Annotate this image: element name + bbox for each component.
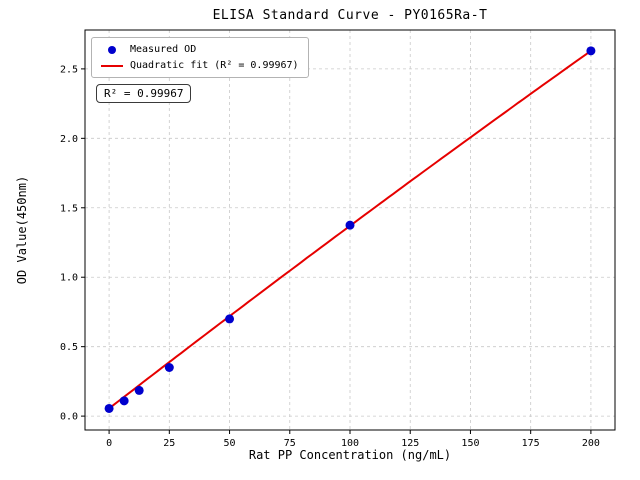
legend-item-measured-od: Measured OD	[101, 44, 299, 55]
x-tick-label: 50	[224, 438, 236, 449]
y-tick-label: 2.5	[60, 64, 78, 75]
x-tick-label: 0	[106, 438, 112, 449]
y-tick-label: 1.5	[60, 203, 78, 214]
x-axis-label: Rat PP Concentration (ng/mL)	[248, 448, 452, 462]
x-tick-label: 175	[522, 438, 540, 449]
legend: Measured OD Quadratic fit (R² = 0.99967)	[91, 37, 309, 78]
data-point	[119, 396, 129, 406]
y-tick-label: 0.0	[60, 412, 78, 423]
scatter-marker-icon	[101, 45, 123, 55]
x-tick-label: 150	[461, 438, 479, 449]
y-axis-label: OD Value(450nm)	[15, 175, 29, 285]
data-point	[225, 314, 235, 324]
r-squared-annotation: R² = 0.99967	[96, 84, 192, 103]
chart-title: ELISA Standard Curve - PY0165Ra-T	[212, 8, 488, 23]
data-point	[586, 46, 596, 56]
data-point	[104, 403, 114, 413]
legend-item-quadratic-fit: Quadratic fit (R² = 0.99967)	[101, 60, 299, 71]
data-point	[134, 385, 144, 395]
x-tick-label: 100	[341, 438, 359, 449]
y-tick-label: 0.5	[60, 342, 78, 353]
y-tick-label: 2.0	[60, 134, 78, 145]
x-tick-label: 75	[284, 438, 296, 449]
y-tick-label: 1.0	[60, 273, 78, 284]
legend-label-quadratic-fit: Quadratic fit (R² = 0.99967)	[130, 60, 299, 71]
data-point	[164, 363, 174, 372]
data-point	[345, 220, 355, 230]
legend-label-measured-od: Measured OD	[130, 44, 197, 55]
x-tick-label: 125	[401, 438, 419, 449]
x-tick-label: 200	[582, 438, 600, 449]
line-marker-icon	[101, 61, 123, 71]
x-tick-label: 25	[163, 438, 175, 449]
